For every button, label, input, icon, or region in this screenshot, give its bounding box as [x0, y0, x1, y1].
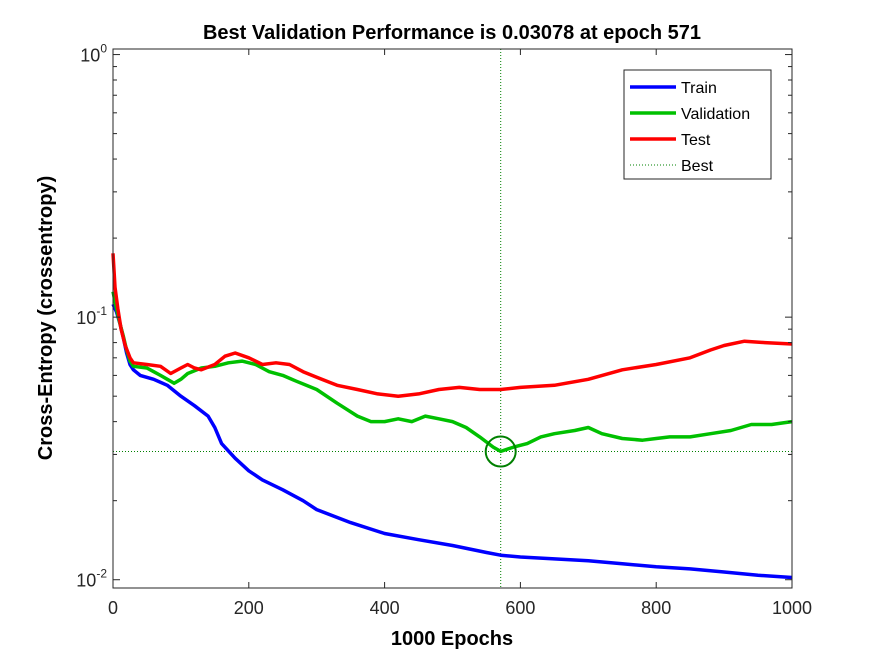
x-tick-label: 600 — [505, 598, 535, 618]
legend-label-validation: Validation — [681, 106, 750, 123]
legend-label-test: Test — [681, 132, 711, 149]
x-tick-label: 200 — [234, 598, 264, 618]
x-tick-label: 800 — [641, 598, 671, 618]
chart-title: Best Validation Performance is 0.03078 a… — [203, 22, 701, 44]
x-axis-label: 1000 Epochs — [391, 628, 513, 650]
x-tick-label: 0 — [108, 598, 118, 618]
x-tick-label: 1000 — [772, 598, 812, 618]
legend-label-best: Best — [681, 158, 714, 175]
legend: Train Validation Test Best — [624, 70, 771, 179]
legend-label-train: Train — [681, 80, 717, 97]
y-axis-label: Cross-Entropy (crossentropy) — [35, 176, 57, 461]
x-tick-label: 400 — [370, 598, 400, 618]
